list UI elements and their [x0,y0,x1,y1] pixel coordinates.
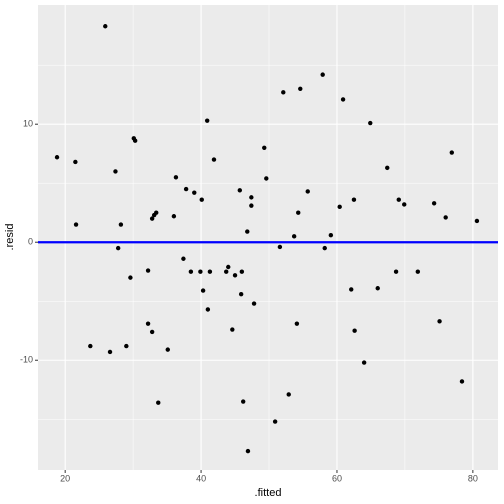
point [171,214,177,219]
point [198,269,203,274]
point [286,392,291,397]
point [396,197,401,202]
point [88,343,93,349]
point [393,269,399,274]
point [115,245,121,251]
point [128,275,133,280]
point [173,175,179,180]
point [351,197,357,202]
point [352,328,357,333]
x-axis-title: .fitted [255,487,282,499]
point [264,176,269,181]
point [415,269,421,274]
point [73,222,79,227]
point [320,72,325,77]
y-tick-label: 0 [28,237,33,247]
point [124,343,129,349]
point [474,218,480,224]
point [459,379,465,384]
point [145,321,151,326]
point [145,268,151,273]
point [240,399,246,404]
point [375,286,380,291]
point [165,347,170,352]
x-tick-label: 60 [332,473,342,483]
point [103,24,108,29]
point [154,210,159,215]
point [402,202,407,207]
point [73,159,78,165]
point [368,120,373,126]
point [437,319,442,324]
point [232,273,238,278]
point [192,190,197,195]
point [340,97,346,102]
point [245,229,250,234]
point [207,269,213,274]
y-tick-label: 10 [23,119,33,129]
point [226,264,231,270]
point [107,349,113,355]
point [239,269,245,274]
point [181,256,186,261]
point [183,186,189,192]
point [249,195,254,200]
point [224,269,229,274]
point [361,360,367,365]
point [188,269,194,274]
point [113,169,118,174]
point [443,215,448,220]
plot-panel [38,5,498,470]
point [54,155,60,160]
point [322,245,327,251]
x-tick-label: 20 [60,473,70,483]
point [199,197,204,202]
point [118,222,124,227]
point [132,138,138,143]
point [245,448,251,454]
point [237,188,243,193]
x-tick-label: 80 [468,473,478,483]
point [156,400,161,405]
point [277,244,283,250]
point [211,157,217,162]
point [298,86,303,91]
point [281,90,286,95]
point [385,165,390,171]
point [337,204,342,210]
point [291,234,297,239]
point [294,321,300,326]
point [249,203,254,208]
point [262,145,267,151]
point [251,301,257,306]
point [230,327,235,332]
x-tick-label: 40 [196,473,206,483]
point [272,419,278,424]
point [328,232,334,238]
point [296,210,301,215]
point [200,288,206,293]
y-axis-title: .resid [4,224,16,251]
point [205,307,211,312]
point [305,189,310,194]
point [449,150,454,155]
point [349,287,354,292]
point [238,291,244,297]
point [149,329,155,335]
point [431,201,437,206]
point [149,216,155,221]
point [204,118,210,123]
y-tick-label: -10 [20,355,33,365]
